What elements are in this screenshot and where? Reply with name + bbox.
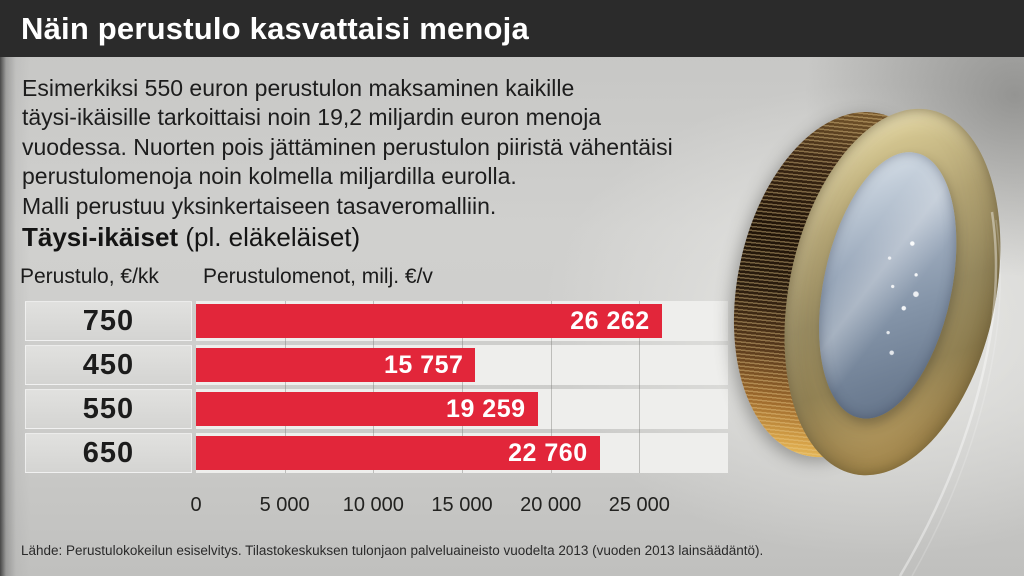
bar-value-label: 22 760 — [508, 438, 588, 467]
chart-row: 750 26 262 — [0, 301, 740, 341]
x-tick-label: 15 000 — [431, 494, 493, 516]
x-tick-label: 10 000 — [342, 494, 404, 516]
row-category-label: 650 — [25, 433, 192, 473]
row-plot-strip: 22 760 — [196, 433, 728, 473]
chart-row: 550 19 259 — [0, 389, 740, 429]
bar: 15 757 — [196, 348, 476, 382]
row-plot-strip: 15 757 — [196, 345, 728, 385]
intro-paragraph: Esimerkiksi 550 euron perustulon maksami… — [22, 74, 673, 221]
x-tick-label: 25 000 — [608, 494, 670, 516]
intro-line: vuodessa. Nuorten pois jättäminen perust… — [22, 133, 673, 160]
bar-chart: 450 15 757 550 19 259 650 22 760 — [0, 301, 740, 473]
column-header-expenses: Perustulomenot, milj. €/v — [203, 265, 433, 288]
chart-row: 450 15 757 — [0, 345, 740, 385]
bar-value-label: 19 259 — [446, 394, 526, 423]
bar-value-label: 26 262 — [570, 306, 650, 335]
row-category-label: 450 — [25, 345, 192, 385]
title-bar: Näin perustulo kasvattaisi menoja — [0, 0, 1024, 57]
bar: 26 262 — [196, 304, 662, 338]
bar: 22 760 — [196, 436, 600, 470]
one-euro-coin-image — [695, 71, 1024, 513]
section-title-note: (pl. eläkeläiset) — [185, 222, 361, 252]
intro-line: täysi-ikäisille tarkoittaisi noin 19,2 m… — [22, 104, 602, 131]
coin-silver-core — [796, 139, 979, 432]
source-line: Lähde: Perustulokokeilun esiselvitys. Ti… — [21, 543, 764, 558]
row-category-label: 750 — [25, 301, 192, 341]
bar: 19 259 — [196, 392, 538, 426]
x-axis: 0 5 000 10 000 15 000 20 000 25 000 — [190, 494, 728, 518]
bar-value-label: 15 757 — [383, 350, 464, 379]
x-tick-label: 20 000 — [520, 494, 582, 516]
row-plot-strip: 26 262 — [196, 301, 728, 341]
column-header-basic-income: Perustulo, €/kk — [20, 265, 159, 288]
x-tick-label: 0 — [190, 494, 202, 516]
intro-line: Malli perustuu yksinkertaiseen tasaverom… — [22, 192, 497, 219]
intro-line: perustulomenoja noin kolmella miljardill… — [22, 163, 517, 190]
intro-line: Esimerkiksi 550 euron perustulon maksami… — [22, 75, 575, 101]
section-title-bold: Täysi-ikäiset — [22, 222, 179, 252]
section-title: Täysi-ikäiset (pl. eläkeläiset) — [22, 222, 360, 253]
row-category-label: 550 — [25, 389, 192, 429]
row-plot-strip: 19 259 — [196, 389, 728, 429]
chart-row: 650 22 760 — [0, 433, 740, 473]
page-title: Näin perustulo kasvattaisi menoja — [21, 11, 529, 46]
chart-column-headers: Perustulo, €/kk Perustulomenot, milj. €/… — [0, 265, 740, 291]
x-tick-label: 5 000 — [259, 494, 310, 516]
